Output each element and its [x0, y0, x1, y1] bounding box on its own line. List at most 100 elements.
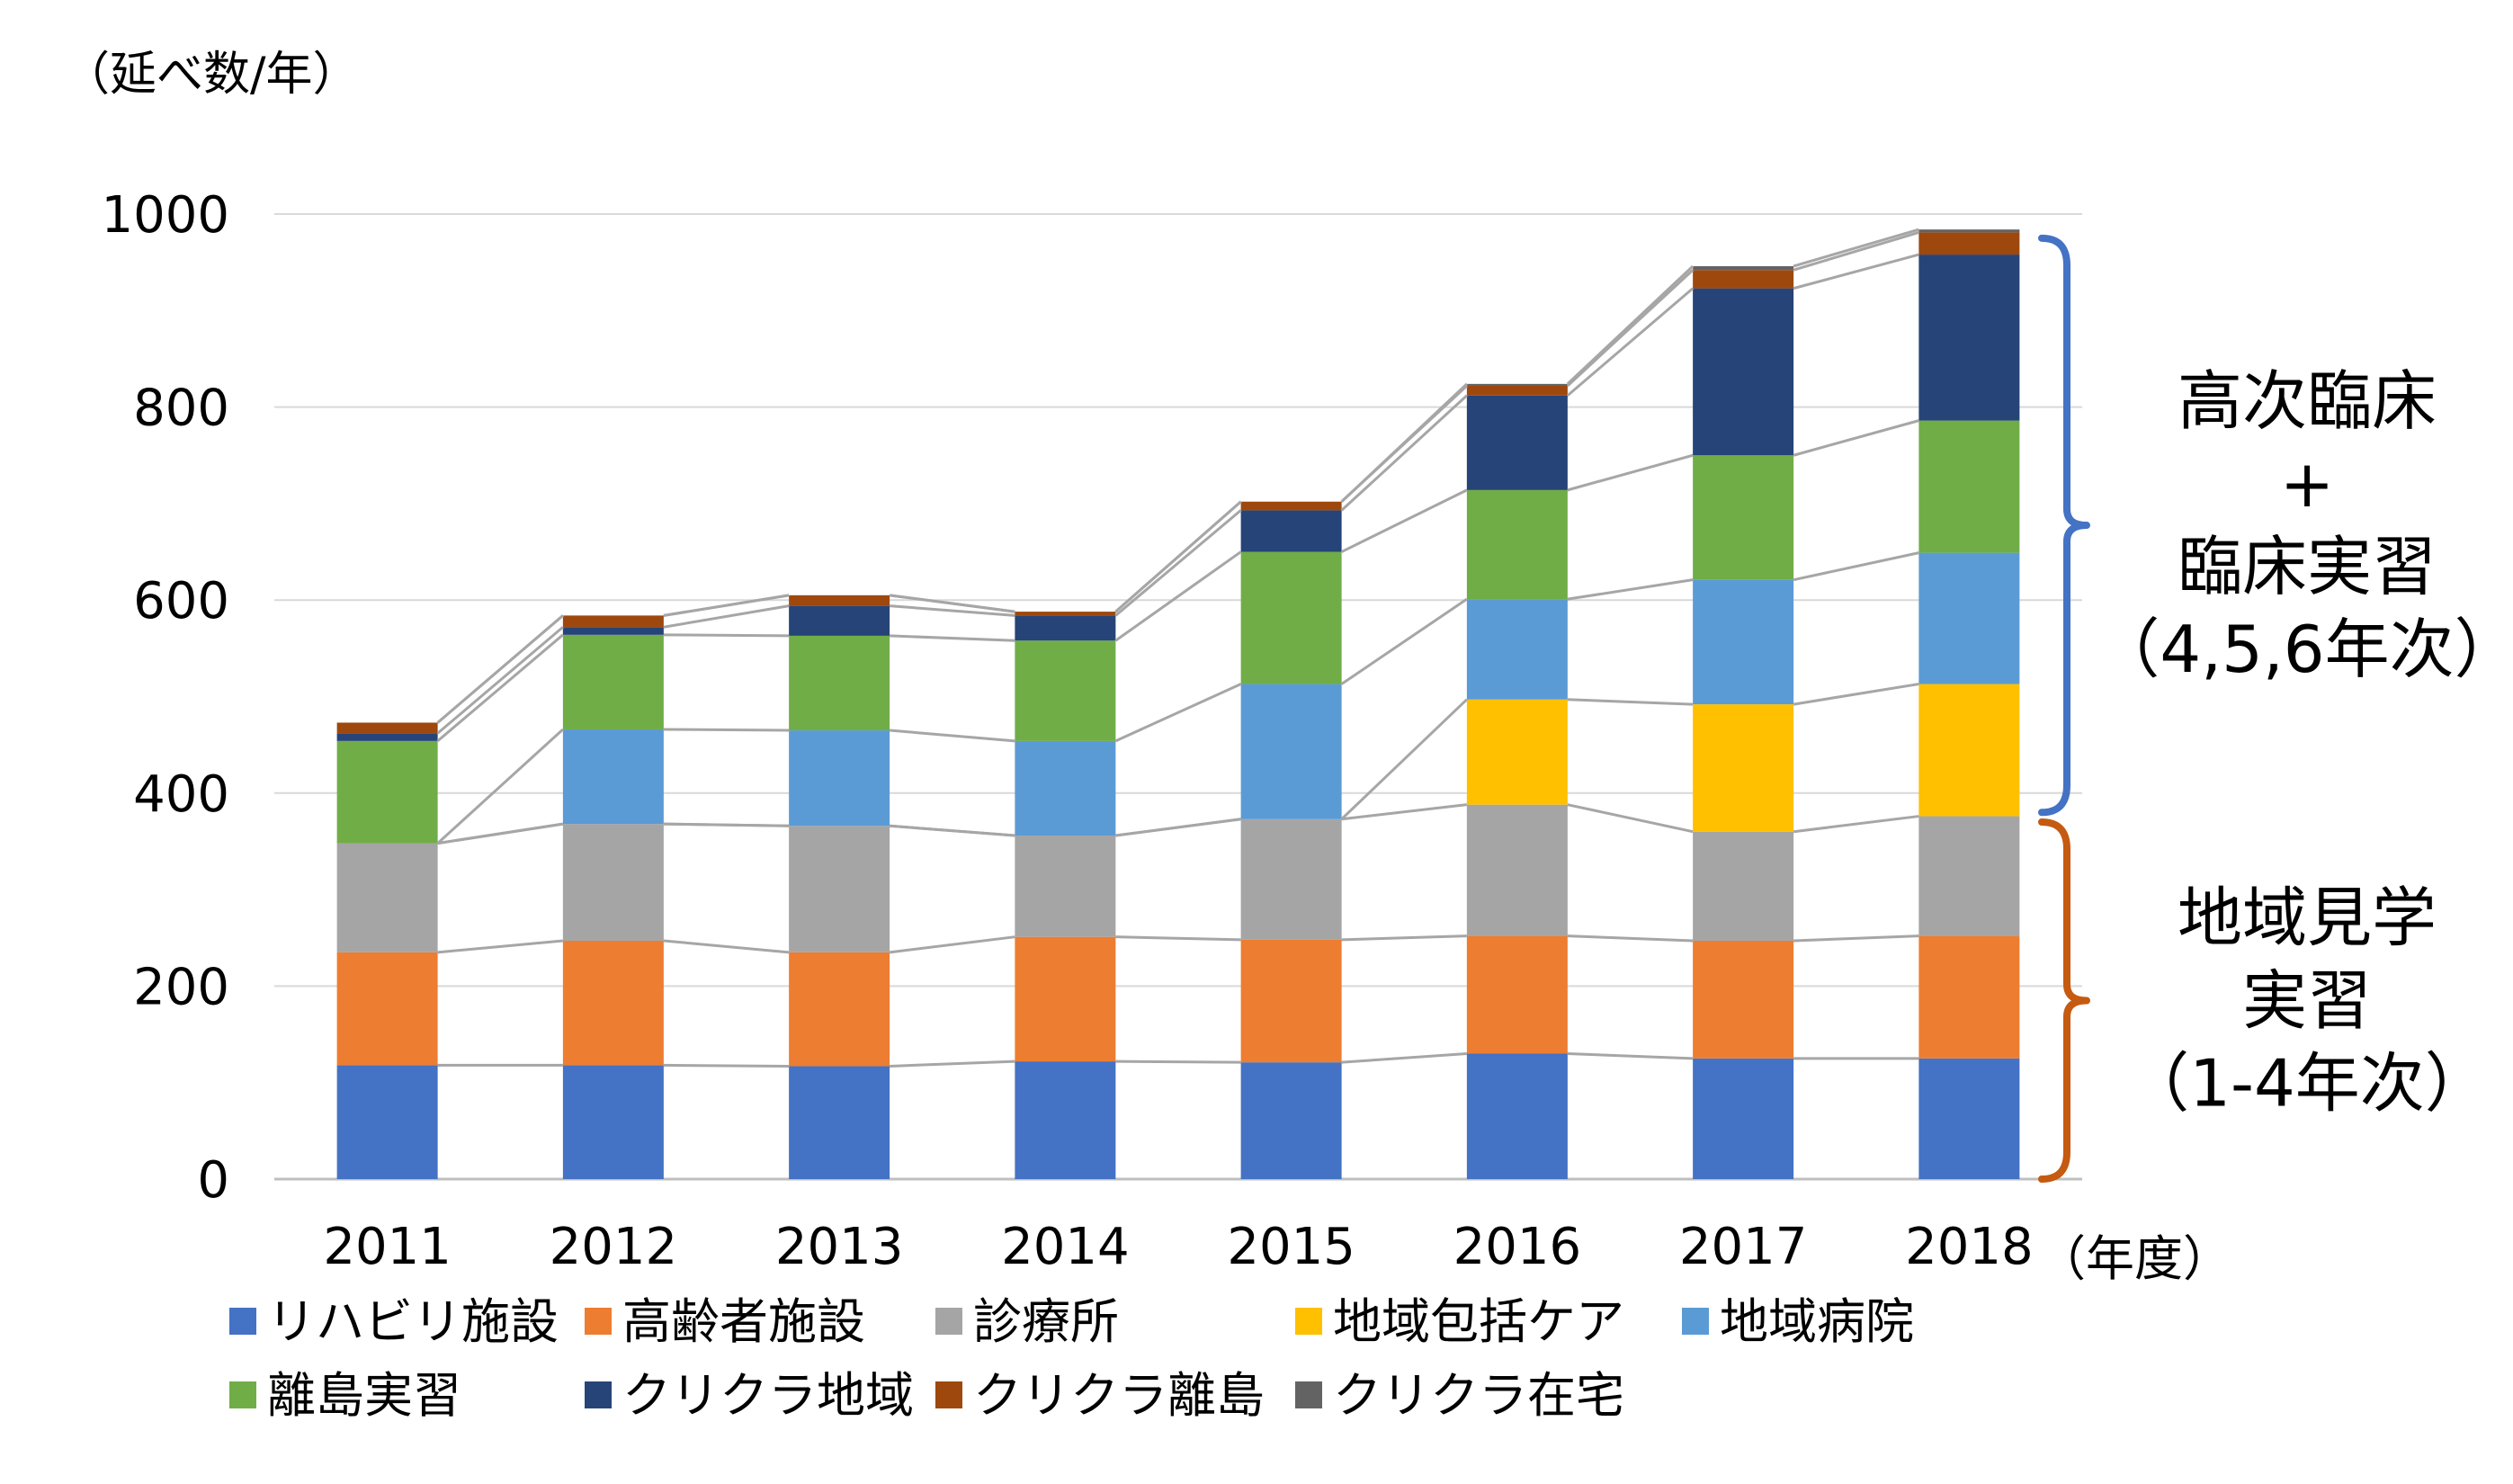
bar-segment — [1693, 579, 1794, 705]
series-connector — [889, 935, 1015, 954]
series-connector — [436, 626, 564, 735]
series-connector — [890, 824, 1015, 837]
legend-label: 地域包括ケア — [1333, 1293, 1624, 1350]
series-connector — [1793, 419, 1919, 457]
bar-segment — [1918, 229, 2020, 233]
series-connector — [663, 728, 790, 732]
series-connector — [1793, 228, 1919, 268]
bar-segment — [1015, 1061, 1116, 1179]
bar-segment — [1693, 265, 1794, 271]
bar-segment — [1240, 684, 1342, 819]
bar-segment — [789, 730, 890, 827]
series-connector — [1114, 550, 1242, 642]
legend-label: リハビリ施設 — [267, 1293, 559, 1350]
bar-segment — [562, 634, 664, 729]
series-connector — [1341, 1052, 1467, 1064]
legend-swatch — [935, 1308, 962, 1335]
bar-segment — [1466, 489, 1568, 600]
series-connector — [1340, 597, 1468, 685]
gridlines — [274, 213, 2082, 1181]
series-connector — [1793, 230, 1919, 272]
bar-segment — [1466, 395, 1568, 490]
series-connector — [437, 939, 564, 954]
bar-segment — [1466, 935, 1568, 1054]
legend-swatch — [935, 1381, 962, 1408]
series-connector — [1115, 935, 1241, 942]
series-connector — [1566, 264, 1695, 385]
series-connector — [436, 728, 564, 845]
bar-segment — [1918, 684, 2020, 817]
x-axis-ticks: 2011 2012 2013 2014 2015 2016 2017 2018 — [323, 1218, 2033, 1276]
bar-segment — [1466, 1053, 1568, 1179]
x-tick-label: 2013 — [775, 1218, 904, 1276]
bar-segment — [789, 594, 890, 606]
series-connector — [890, 634, 1015, 642]
series-connector — [1115, 818, 1241, 837]
legend-swatch — [1295, 1381, 1322, 1408]
bar-segment — [562, 1065, 664, 1179]
bar-segment — [562, 824, 664, 941]
legend-swatch — [1682, 1308, 1709, 1335]
series-connector — [1114, 500, 1242, 613]
y-tick-label: 400 — [133, 765, 229, 824]
bar-segment — [1015, 740, 1116, 836]
bar-segment — [1015, 612, 1116, 616]
series-connector — [1793, 934, 1919, 943]
series-connector — [1341, 934, 1467, 942]
series-connector — [436, 614, 564, 724]
series-connector — [437, 822, 564, 845]
y-tick-label: 0 — [197, 1151, 229, 1210]
bar-segment — [1240, 551, 1342, 684]
bracket-label-line: （4,5,6年次） — [2095, 612, 2513, 687]
bar-segment — [789, 1066, 890, 1179]
bar-segment — [1918, 1058, 2020, 1179]
bar-segment — [336, 952, 438, 1066]
bar-segment — [1466, 804, 1568, 936]
bar-segment — [336, 722, 438, 734]
bar-segment — [1918, 552, 2020, 684]
bar-segment — [1693, 1058, 1794, 1179]
series-connector — [663, 594, 790, 617]
bar-segment — [336, 740, 438, 844]
bracket-label-line: 臨床実習 — [2178, 529, 2437, 604]
bar-segment — [1693, 288, 1794, 456]
series-connector — [1566, 287, 1695, 397]
bar-segment — [1015, 936, 1116, 1062]
legend-label: 地域病院 — [1720, 1293, 1914, 1350]
x-tick-label: 2014 — [1001, 1218, 1130, 1276]
series-connector — [1793, 683, 1919, 706]
bracket-label-line: 地域見学 — [2178, 880, 2437, 955]
bar-segment — [336, 1065, 438, 1179]
y-tick-label: 600 — [133, 572, 229, 630]
bar-segment — [789, 826, 890, 952]
y-tick-label: 800 — [133, 380, 229, 438]
bar-segment — [1918, 232, 2020, 255]
legend-label: クリクラ離島 — [973, 1367, 1265, 1424]
bar-segment — [1466, 385, 1568, 396]
bar-segment — [1693, 940, 1794, 1059]
legend-swatch — [1295, 1308, 1322, 1335]
bar-segment — [789, 635, 890, 731]
series-connector — [1115, 1059, 1241, 1064]
bar-segment — [1918, 255, 2020, 421]
series-connector — [1114, 509, 1242, 617]
bracket-label-line: 高次臨床 — [2178, 363, 2437, 439]
bar-segment — [1693, 270, 1794, 289]
bar-segment — [1466, 599, 1568, 700]
series-connector — [890, 604, 1015, 617]
series-connector — [1566, 269, 1695, 388]
bar-segment — [1015, 836, 1116, 937]
legend-swatch — [585, 1381, 612, 1408]
x-tick-label: 2015 — [1227, 1218, 1355, 1276]
series-connector — [663, 939, 790, 954]
bar-segment — [789, 605, 890, 636]
bar-segment — [336, 733, 438, 741]
bar-segment — [789, 952, 890, 1067]
series-connector — [1340, 394, 1468, 512]
x-tick-label: 2017 — [1679, 1218, 1808, 1276]
y-axis-ticks: 0 200 400 600 800 1000 — [101, 186, 229, 1210]
legend-label: クリクラ地域 — [622, 1367, 914, 1424]
legend-label: 診療所 — [973, 1293, 1119, 1350]
